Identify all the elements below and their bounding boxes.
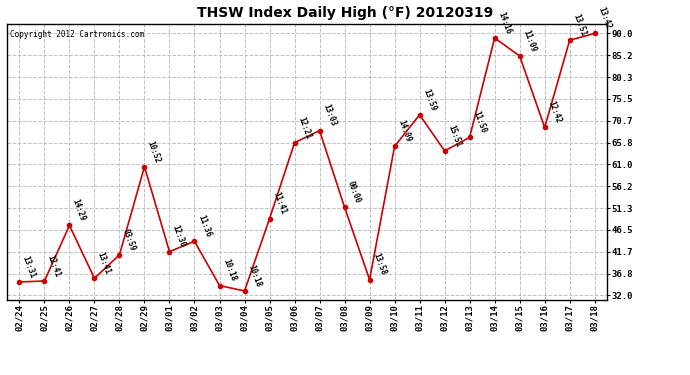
Text: 11:36: 11:36 (196, 214, 213, 238)
Text: 13:59: 13:59 (421, 87, 437, 112)
Text: 12:30: 12:30 (171, 224, 187, 249)
Text: 11:09: 11:09 (521, 28, 538, 53)
Text: 10:18: 10:18 (221, 258, 237, 283)
Text: 14:29: 14:29 (71, 198, 87, 223)
Text: 12:42: 12:42 (546, 100, 562, 124)
Text: 10:52: 10:52 (146, 139, 162, 164)
Text: 13:31: 13:31 (21, 254, 37, 279)
Text: 13:51: 13:51 (571, 13, 587, 38)
Text: 15:51: 15:51 (446, 123, 462, 148)
Text: 14:16: 14:16 (496, 10, 513, 35)
Text: 13:03: 13:03 (321, 103, 337, 128)
Text: 10:18: 10:18 (246, 263, 262, 288)
Text: Copyright 2012 Cartronics.com: Copyright 2012 Cartronics.com (10, 30, 144, 39)
Text: 00:00: 00:00 (346, 180, 362, 205)
Text: 12:41: 12:41 (46, 254, 62, 278)
Text: 03:59: 03:59 (121, 227, 137, 252)
Text: 13:41: 13:41 (96, 251, 112, 276)
Text: 14:09: 14:09 (396, 119, 413, 144)
Text: THSW Index Daily High (°F) 20120319: THSW Index Daily High (°F) 20120319 (197, 6, 493, 20)
Text: 11:41: 11:41 (271, 191, 287, 216)
Text: 12:21: 12:21 (296, 115, 313, 140)
Text: 13:42: 13:42 (596, 6, 613, 31)
Text: 13:58: 13:58 (371, 252, 387, 277)
Text: 11:50: 11:50 (471, 110, 487, 135)
